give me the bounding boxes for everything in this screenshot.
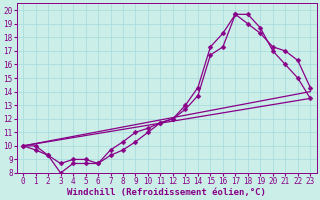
X-axis label: Windchill (Refroidissement éolien,°C): Windchill (Refroidissement éolien,°C) — [67, 188, 266, 197]
